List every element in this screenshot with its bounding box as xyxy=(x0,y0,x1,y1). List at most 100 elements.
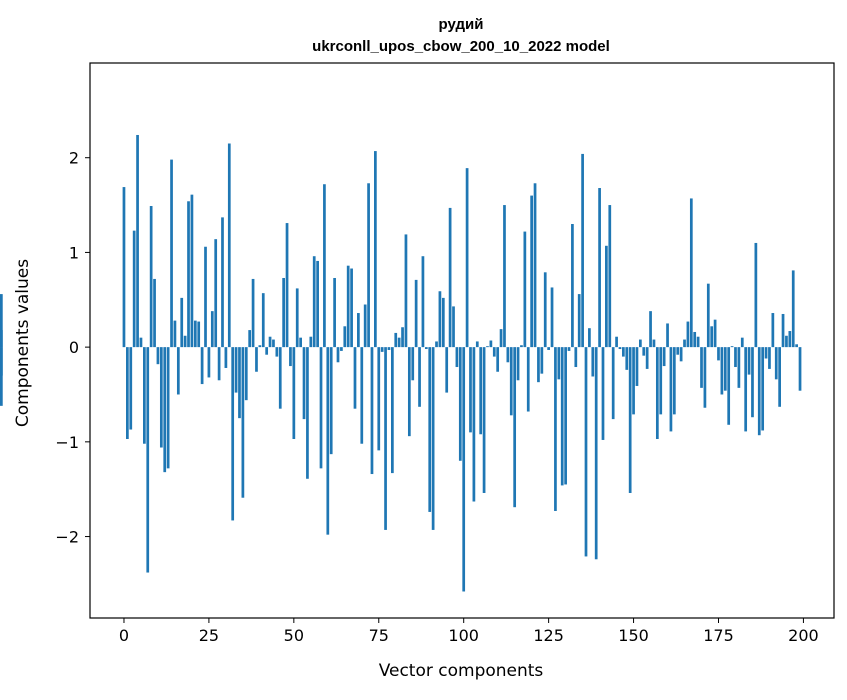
bar-49 xyxy=(289,347,292,367)
bar-106 xyxy=(482,347,486,493)
bar-199 xyxy=(798,347,802,391)
bar-104 xyxy=(475,341,479,348)
bar-18 xyxy=(183,335,187,348)
bar-26 xyxy=(210,311,214,348)
bar-133 xyxy=(574,347,578,368)
bar-52 xyxy=(299,337,302,348)
bar-127 xyxy=(554,347,557,511)
bar-2 xyxy=(129,347,133,430)
bar-178 xyxy=(727,347,731,425)
bar-146 xyxy=(618,347,622,350)
chart-title: рудий xyxy=(439,16,484,33)
bar-12 xyxy=(163,347,167,473)
bar-28 xyxy=(217,347,221,381)
bar-140 xyxy=(598,188,601,348)
bar-126 xyxy=(550,287,554,348)
bar-53 xyxy=(302,347,306,420)
bar-97 xyxy=(452,306,455,348)
bar-138 xyxy=(591,347,595,377)
bar-63 xyxy=(336,347,340,363)
bar-175 xyxy=(717,347,720,361)
bar-46 xyxy=(278,347,282,409)
bar-69 xyxy=(357,313,360,348)
bar-7 xyxy=(146,347,150,573)
bar-80 xyxy=(394,332,398,348)
x-tick-label: 100 xyxy=(448,626,479,645)
bar-112 xyxy=(503,205,506,348)
x-tick-label: 75 xyxy=(369,626,389,645)
bar-25 xyxy=(207,347,211,378)
bar-125 xyxy=(547,347,550,350)
bar-197 xyxy=(791,270,795,348)
x-tick-label: 0 xyxy=(119,626,129,645)
bar-11 xyxy=(159,347,163,448)
bar-42 xyxy=(265,347,269,355)
bar-196 xyxy=(788,331,792,348)
bar-154 xyxy=(645,347,649,369)
chart-subtitle: ukrconll_upos_cbow_200_10_2022 model xyxy=(312,38,610,55)
bar-series xyxy=(0,134,802,592)
bar-73 xyxy=(370,347,374,475)
bar-90 xyxy=(428,347,432,512)
bar-89 xyxy=(424,347,428,350)
bar-41 xyxy=(261,293,265,348)
bar-35 xyxy=(241,347,245,498)
bar-29 xyxy=(221,217,224,348)
bar-128 xyxy=(557,347,561,380)
bar-105 xyxy=(479,347,483,435)
bar-3 xyxy=(132,230,136,348)
bar-115 xyxy=(513,347,517,508)
bar-159 xyxy=(662,347,666,367)
bar-76 xyxy=(380,347,384,352)
bar-94 xyxy=(441,297,445,348)
bar-186 xyxy=(754,242,758,348)
x-axis: 0 25 50 75 100 125 150 175 200 xyxy=(119,618,819,645)
y-tick-label: −2 xyxy=(55,528,79,547)
bar-undefined xyxy=(0,330,3,348)
bar-103 xyxy=(472,347,476,502)
bar-147 xyxy=(622,347,625,357)
bar-83 xyxy=(404,234,408,348)
bar-6 xyxy=(143,347,146,444)
bar-195 xyxy=(785,335,788,348)
bar-182 xyxy=(740,337,744,348)
bar-153 xyxy=(642,347,646,356)
bar-1 xyxy=(126,347,129,439)
bar-179 xyxy=(730,346,734,348)
bar-40 xyxy=(258,345,262,348)
bar-undefined xyxy=(0,347,3,376)
bar-31 xyxy=(227,143,231,348)
x-axis-label: Vector components xyxy=(379,661,544,681)
bar-117 xyxy=(520,345,523,348)
bar-190 xyxy=(768,347,771,369)
bar-37 xyxy=(248,330,252,348)
bar-4 xyxy=(136,134,139,348)
bar-19 xyxy=(187,201,190,348)
bar-152 xyxy=(639,339,642,348)
bar-67 xyxy=(350,268,353,348)
bar-145 xyxy=(615,336,618,348)
bar-98 xyxy=(455,347,459,368)
bar-17 xyxy=(180,297,184,348)
bar-78 xyxy=(387,347,391,350)
bar-161 xyxy=(669,347,673,432)
bar-71 xyxy=(363,304,367,348)
bar-129 xyxy=(560,347,564,486)
y-tick-label: 0 xyxy=(69,338,79,357)
bar-23 xyxy=(200,347,204,385)
x-tick-label: 200 xyxy=(788,626,819,645)
bar-38 xyxy=(251,278,255,348)
bar-156 xyxy=(652,339,656,348)
bar-96 xyxy=(448,207,452,348)
bar-84 xyxy=(407,347,411,437)
bar-99 xyxy=(458,347,462,461)
bar-158 xyxy=(659,347,663,415)
bar-198 xyxy=(795,344,798,348)
bar-58 xyxy=(319,347,323,469)
bar-68 xyxy=(353,347,357,409)
bar-120 xyxy=(530,195,533,348)
bar-39 xyxy=(255,347,258,372)
bar-171 xyxy=(703,347,707,408)
